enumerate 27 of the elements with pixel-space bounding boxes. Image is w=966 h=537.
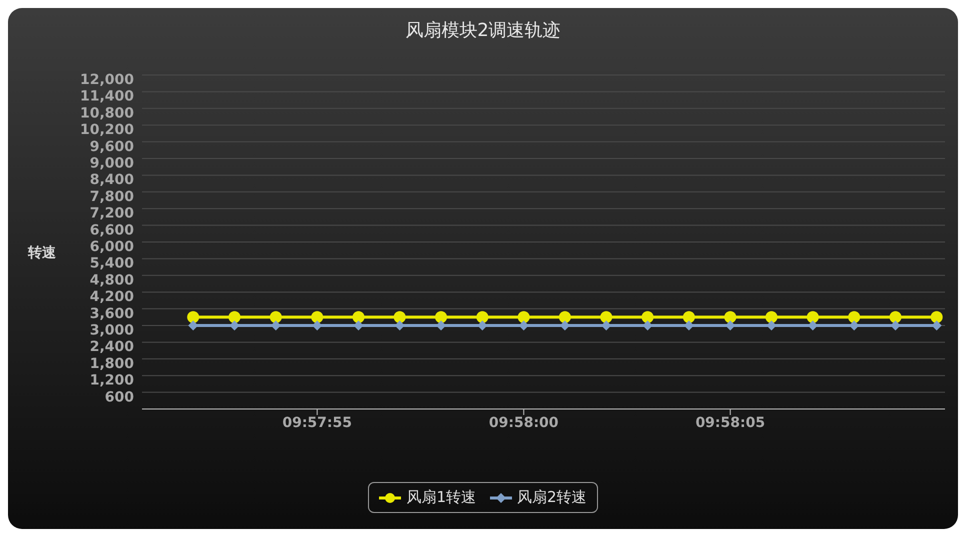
y-tick-label: 7,200: [90, 206, 134, 222]
x-tick-label: 09:57:55: [282, 414, 352, 431]
y-tick-label: 600: [104, 389, 134, 406]
y-tick-label: 2,400: [90, 339, 134, 356]
y-tick-label: 3,600: [90, 306, 134, 322]
y-axis-title: 转速: [28, 244, 56, 262]
y-tick-label: 12,000: [80, 72, 134, 88]
chart-title: 风扇模块2调速轨迹: [404, 19, 562, 42]
legend-label: 风扇1转速: [405, 488, 476, 507]
y-tick-label: 9,600: [90, 138, 134, 155]
y-tick-label: 5,400: [90, 256, 134, 272]
y-tick-label: 6,000: [90, 238, 134, 255]
y-tick-label: 4,800: [90, 272, 134, 288]
legend-label: 风扇2转速: [516, 488, 587, 507]
y-tick-label: 9,000: [90, 155, 134, 172]
x-tick-label: 09:58:05: [695, 414, 766, 431]
y-tick-label: 7,800: [90, 188, 134, 205]
y-tick-label: 10,200: [80, 122, 134, 138]
y-tick-label: 6,600: [90, 222, 134, 238]
y-tick-label: 10,800: [80, 105, 134, 122]
y-tick-label: 8,400: [90, 172, 134, 188]
y-tick-label: 4,200: [90, 289, 134, 306]
y-tick-label: 1,800: [90, 356, 134, 372]
y-tick-label: 3,000: [90, 322, 134, 338]
x-tick-label: 09:58:00: [488, 414, 559, 431]
y-tick-label: 1,200: [90, 372, 134, 389]
y-tick-label: 11,400: [80, 88, 134, 105]
